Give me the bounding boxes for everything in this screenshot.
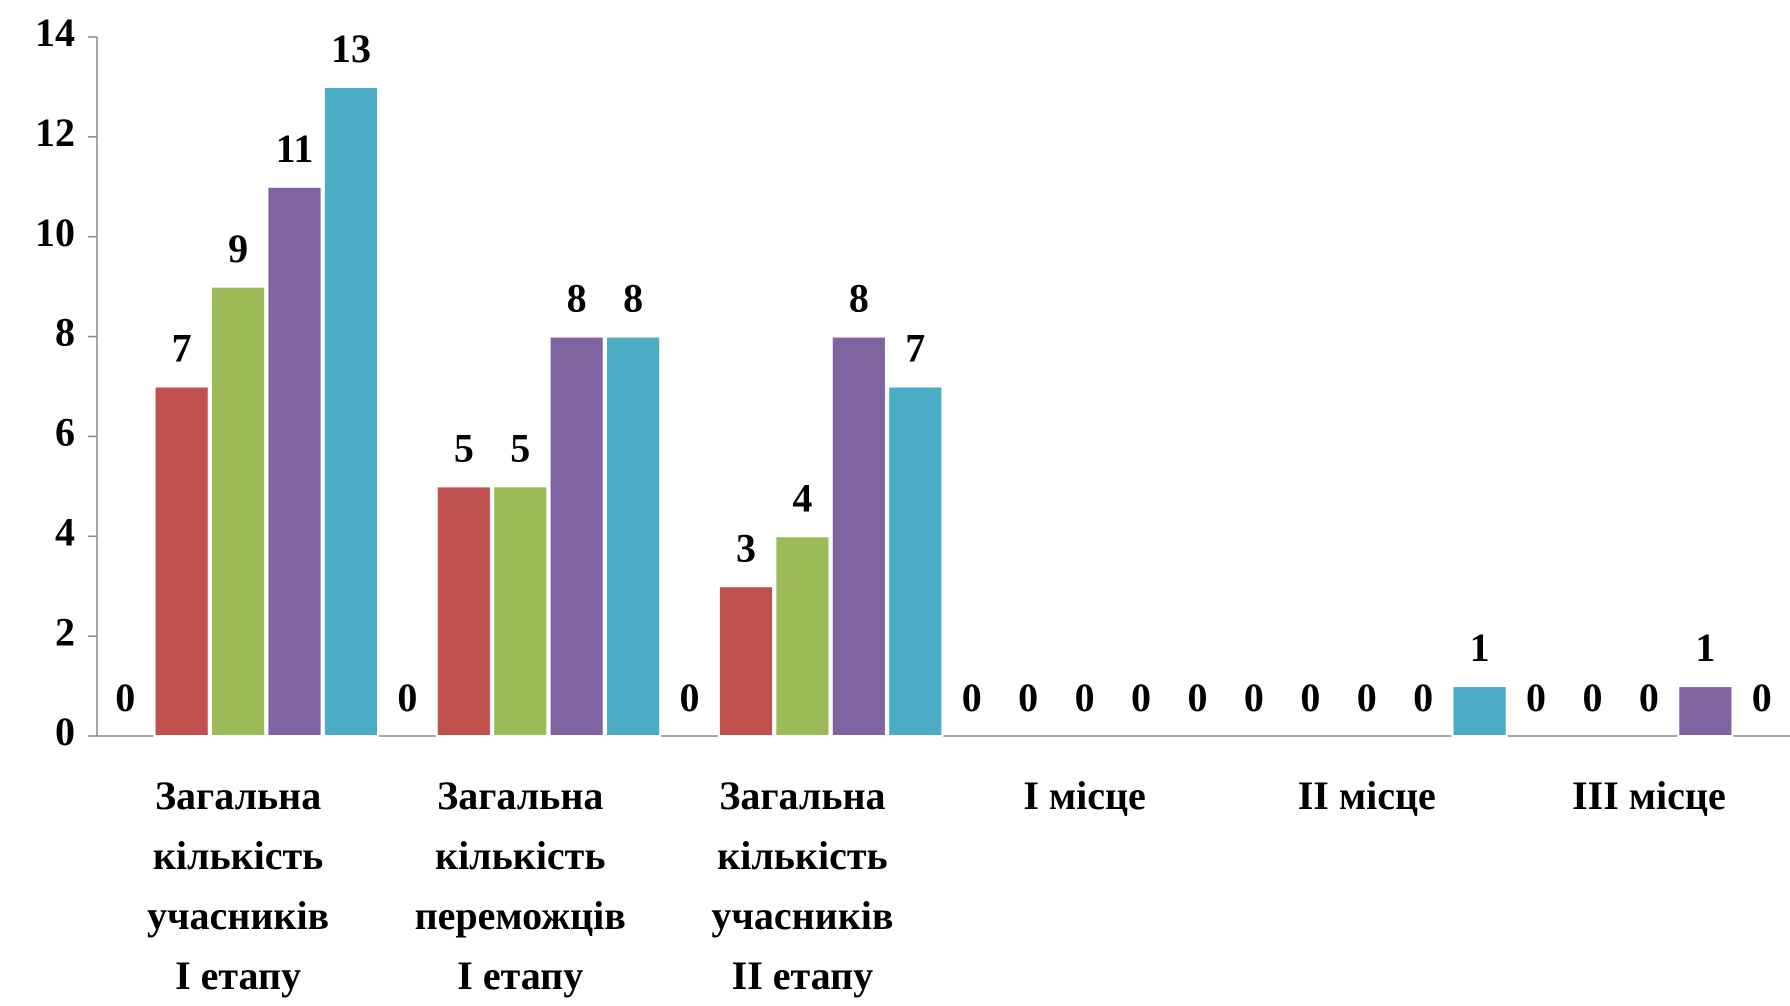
- value-label: 9: [228, 226, 248, 271]
- y-tick-label: 10: [35, 210, 75, 255]
- value-label: 5: [510, 426, 530, 471]
- bar: [209, 285, 267, 737]
- value-label: 7: [172, 326, 192, 371]
- y-tick-label: 12: [35, 110, 75, 155]
- value-label: 0: [1018, 675, 1038, 720]
- x-tick-label: Загальна кількість учасників І етапу: [146, 773, 330, 998]
- y-tick-label: 2: [55, 609, 75, 654]
- value-label: 7: [905, 326, 925, 371]
- value-label: 0: [1131, 675, 1151, 720]
- bar: [717, 585, 775, 738]
- value-label: 5: [454, 426, 474, 471]
- value-label: 11: [276, 126, 314, 171]
- x-tick-label: ІІ місце: [1297, 773, 1436, 818]
- bar: [153, 385, 210, 737]
- value-label: 1: [1470, 625, 1490, 670]
- bar: [548, 335, 605, 737]
- value-label: 0: [680, 675, 700, 720]
- value-label: 0: [1300, 675, 1320, 720]
- value-label: 8: [849, 276, 869, 321]
- bar: [1451, 685, 1508, 737]
- y-tick-label: 8: [55, 310, 75, 355]
- value-label: 0: [1187, 675, 1207, 720]
- bar: [435, 485, 492, 737]
- value-label: 8: [623, 276, 643, 321]
- bar: [322, 85, 380, 737]
- value-label: 0: [1752, 675, 1772, 720]
- value-label: 0: [1075, 675, 1095, 720]
- bar: [1677, 685, 1734, 737]
- value-label: 1: [1695, 625, 1715, 670]
- value-label: 8: [567, 276, 587, 321]
- value-label: 0: [1582, 675, 1602, 720]
- x-tick-label: Загальна кількість переможців І етапу: [414, 773, 626, 998]
- value-label: 13: [331, 26, 371, 71]
- x-tick-label: Загальна кількість учасників ІІ етапу: [711, 773, 894, 998]
- bar: [774, 535, 831, 737]
- bar: [266, 185, 323, 738]
- value-label: 0: [115, 675, 135, 720]
- value-label: 0: [1244, 675, 1264, 720]
- y-tick-label: 6: [55, 410, 75, 455]
- bar: [605, 335, 662, 737]
- bar: [887, 385, 944, 737]
- bar: [830, 335, 887, 737]
- y-tick-label: 0: [55, 709, 75, 754]
- value-label: 0: [1357, 675, 1377, 720]
- bar: [492, 485, 549, 737]
- x-tick-label: І місце: [1023, 773, 1146, 818]
- value-label: 3: [736, 525, 756, 570]
- value-label: 0: [1413, 675, 1433, 720]
- value-label: 0: [1526, 675, 1546, 720]
- value-label: 4: [792, 475, 812, 520]
- y-tick-label: 4: [55, 509, 75, 554]
- value-label: 0: [397, 675, 417, 720]
- value-label: 0: [962, 675, 982, 720]
- x-tick-label: ІІІ місце: [1572, 773, 1726, 818]
- value-label: 0: [1639, 675, 1659, 720]
- y-tick-label: 14: [35, 10, 75, 55]
